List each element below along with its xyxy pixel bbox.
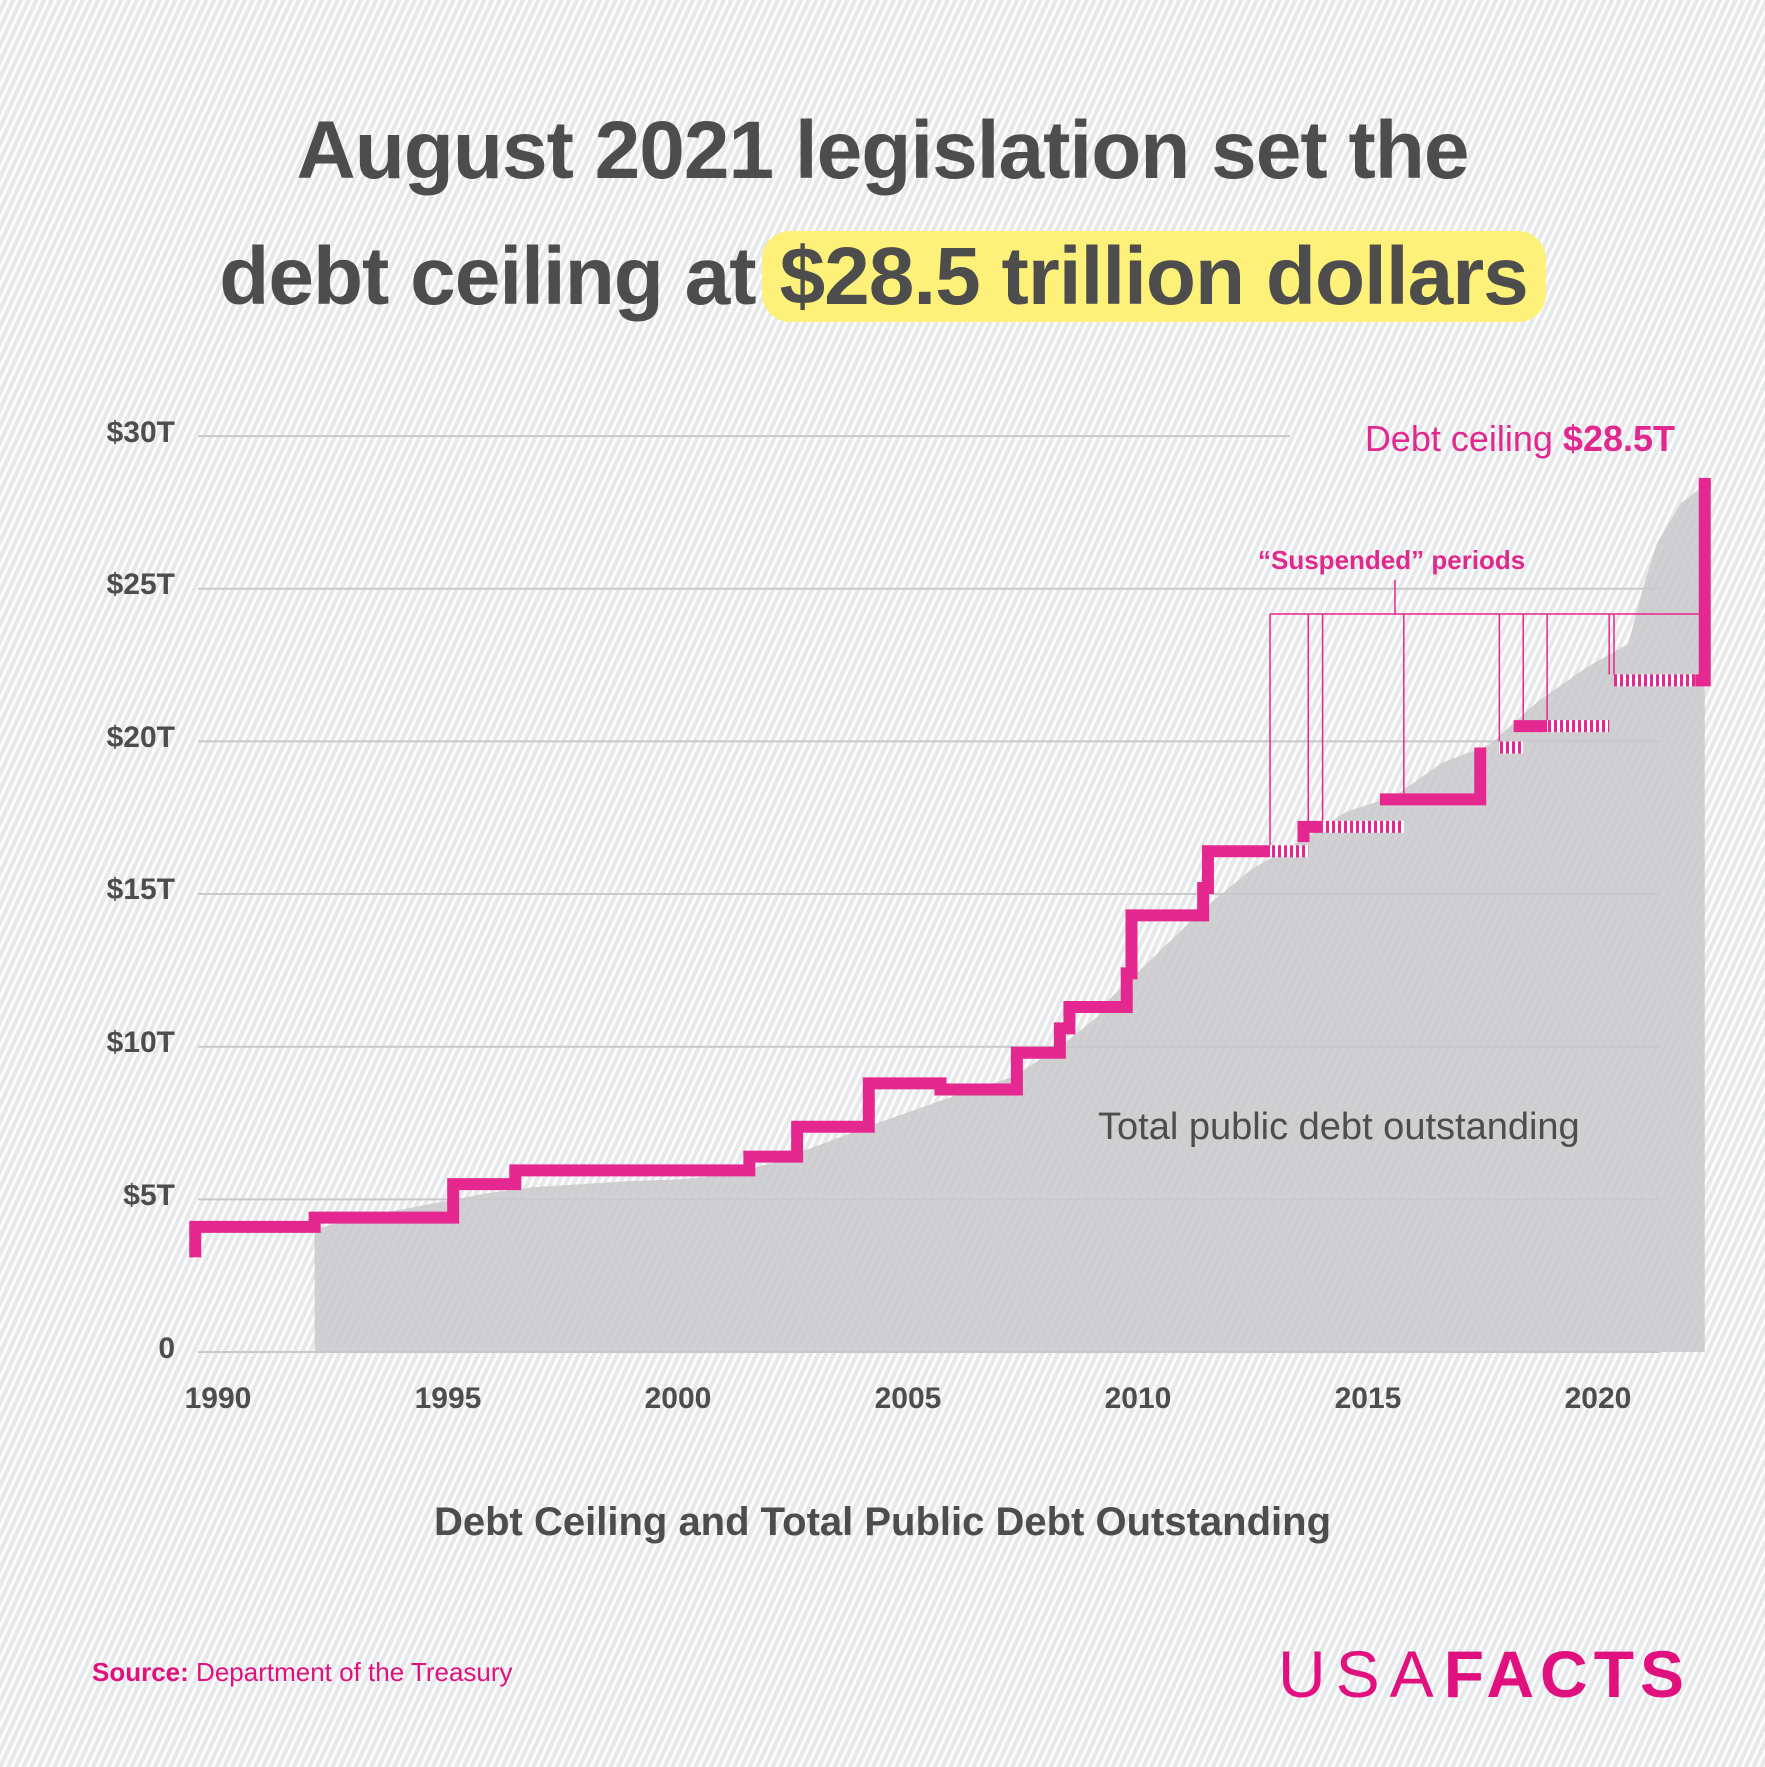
total-debt-annotation: Total public debt outstanding [1098,1106,1580,1148]
x-tick-2005: 2005 [874,1382,942,1415]
headline-line-2-prefix: debt ceiling at [219,231,756,322]
y-tick-25t: $25T [106,568,175,601]
source-label: Source: [92,1657,189,1687]
logo-usa: USA [1278,1637,1444,1711]
debt-ceiling-endpoint [1698,477,1711,490]
suspended-segment [1270,845,1309,858]
y-tick-10t: $10T [106,1026,175,1059]
x-tick-2010: 2010 [1104,1382,1172,1415]
x-tick-1995: 1995 [414,1382,482,1415]
suspended-periods-annotation: “Suspended” periods [1258,545,1526,575]
suspended-segment [1499,741,1524,754]
debt-ceiling-annotation-prefix: Debt ceiling [1364,418,1563,459]
debt-ceiling-annotation-value: $28.5T [1562,418,1675,459]
y-tick-30t: $30T [106,416,175,449]
chart-subtitle: Debt Ceiling and Total Public Debt Outst… [433,1500,1332,1544]
headline: August 2021 legislation set the debt cei… [0,88,1765,340]
y-tick-0: 0 [158,1332,175,1365]
x-tick-2020: 2020 [1564,1382,1632,1415]
debt-ceiling-line [189,481,1711,1258]
x-tick-2015: 2015 [1334,1382,1402,1415]
suspended-segment [1322,820,1404,833]
y-tick-20t: $20T [106,721,175,754]
logo-facts: FACTS [1443,1637,1691,1711]
suspended-segment [1613,674,1700,687]
headline-highlight: $28.5 trillion dollars [761,231,1546,322]
y-tick-5t: $5T [123,1179,175,1212]
total-debt-area [314,484,1705,1352]
x-tick-2000: 2000 [644,1382,712,1415]
suspended-segment [1547,720,1610,733]
usafacts-logo: USAFACTS [1278,1636,1690,1712]
y-tick-15t: $15T [106,873,175,906]
headline-line-2: debt ceiling at $28.5 trillion dollars [0,214,1765,340]
source-note: Source: Department of the Treasury [92,1657,513,1688]
headline-line-1: August 2021 legislation set the [296,105,1470,196]
source-text: Department of the Treasury [196,1657,513,1687]
x-tick-1990: 1990 [184,1382,252,1415]
debt-ceiling-annotation: Debt ceiling $28.5T [1365,418,1675,460]
